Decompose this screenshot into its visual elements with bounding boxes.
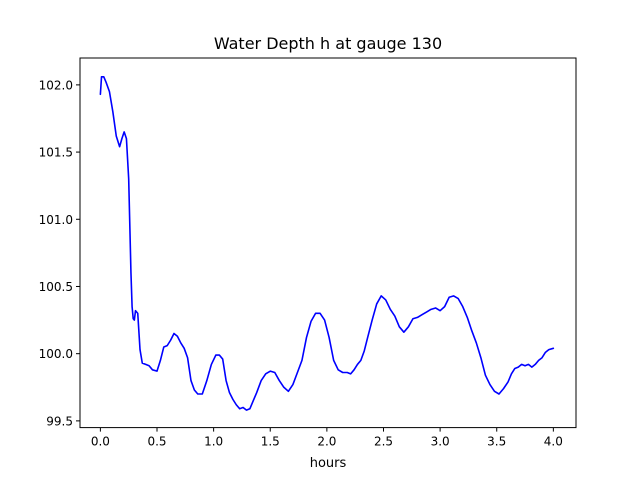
x-tick-label: 0.5 [147,435,166,449]
x-tick-label: 3.0 [431,435,450,449]
x-tick-label: 2.0 [317,435,336,449]
x-tick-label: 3.5 [487,435,506,449]
y-tick-label: 102.0 [39,78,73,92]
chart-title: Water Depth h at gauge 130 [214,34,442,53]
plot-frame [79,57,577,429]
x-tick-label: 4.0 [544,435,563,449]
y-tick-label: 99.5 [46,414,73,428]
x-tick-label: 2.5 [374,435,393,449]
x-tick-label: 0.0 [91,435,110,449]
x-axis-label: hours [310,456,347,471]
y-tick-label: 100.0 [39,347,73,361]
x-tick-label: 1.5 [261,435,280,449]
axes-layer: 0.0 0.5 1.0 1.5 2.0 2.5 3.0 3.5 4.0 99.5 100.0 100.… [39,78,563,448]
y-tick-label: 101.5 [39,146,73,160]
plot-background [80,58,576,428]
series-line-0 [99,76,555,411]
y-tick-label: 100.5 [39,280,73,294]
series-layer [99,76,555,411]
x-tick-label: 1.0 [204,435,223,449]
y-tick-label: 101.0 [39,213,73,227]
